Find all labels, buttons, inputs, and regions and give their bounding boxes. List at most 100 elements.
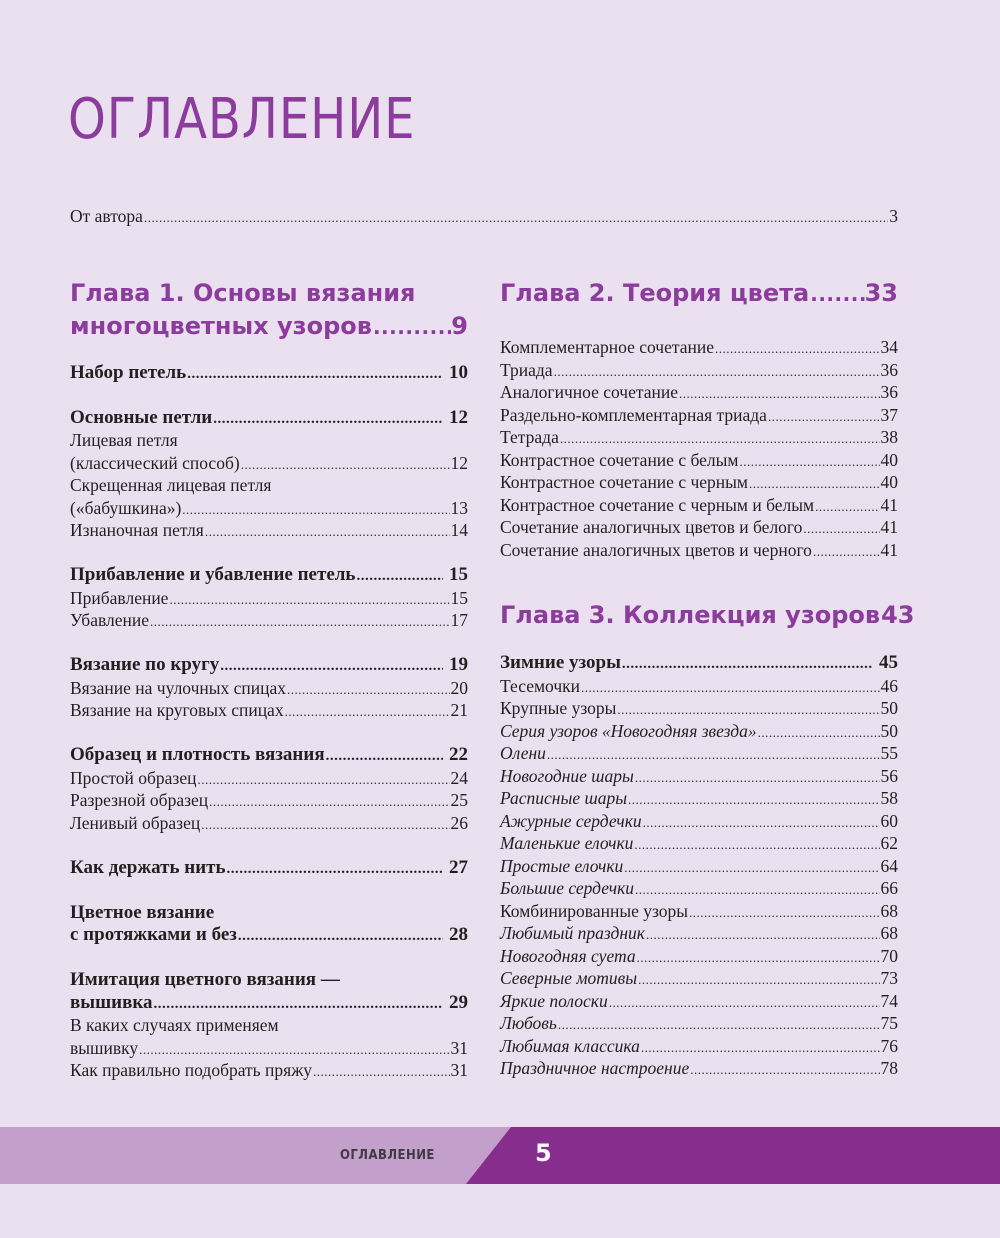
toc-entry[interactable]: Аналогичное сочетание 36 xyxy=(500,381,898,404)
toc-entry[interactable]: Яркие полоски 74 xyxy=(500,990,898,1013)
toc-entry[interactable]: Вязание на чулочных спицах 20 xyxy=(70,677,468,700)
toc-entry[interactable]: Прибавление 15 xyxy=(70,587,468,610)
toc-entry[interactable]: Скрещенная лицевая петля(«бабушкина») 13 xyxy=(70,474,468,519)
entry-page: 66 xyxy=(880,878,899,898)
dot-leader xyxy=(560,428,880,451)
entry-page: 12 xyxy=(449,406,468,428)
toc-entry[interactable]: Ажурные сердечки 60 xyxy=(500,810,898,833)
toc-entry[interactable]: Северные мотивы 73 xyxy=(500,967,898,990)
entry-title: Тесемочки xyxy=(500,675,581,696)
toc-entry[interactable]: Сочетание аналогичных цветов и черного 41 xyxy=(500,539,898,562)
entry-title: Аналогичное сочетание xyxy=(500,382,678,402)
entry-page: 58 xyxy=(880,788,899,808)
toc-group: Как держать нить 27 xyxy=(70,857,468,880)
chapter-1-heading[interactable]: Глава 1. Основы вязания многоцветных узо… xyxy=(70,277,468,343)
toc-entry[interactable]: Контрастное сочетание с белым 40 xyxy=(500,449,898,472)
entry-title: Основные петли xyxy=(70,406,213,428)
entry-line: Ажурные сердечки 60 xyxy=(500,810,898,833)
footer-page-number: 5 xyxy=(535,1139,552,1167)
toc-entry[interactable]: Лицевая петля(классический способ) 12 xyxy=(70,429,468,474)
toc-entry[interactable]: Любимый праздник 68 xyxy=(500,922,898,945)
dot-leader xyxy=(547,744,880,767)
toc-entry[interactable]: Простые елочки 64 xyxy=(500,855,898,878)
toc-entry[interactable]: Убавление 17 xyxy=(70,609,468,632)
toc-entry[interactable]: Маленькие елочки 62 xyxy=(500,832,898,855)
toc-entry[interactable]: Олени 55 xyxy=(500,742,898,765)
toc-entry[interactable]: Любовь 75 xyxy=(500,1012,898,1035)
entry-page: 55 xyxy=(880,743,899,763)
toc-entry[interactable]: Расписные шары 58 xyxy=(500,787,898,810)
toc-entry[interactable]: Простой образец 24 xyxy=(70,767,468,790)
entry-title: Как правильно подобрать пряжу xyxy=(70,1060,313,1080)
entry-title: Убавление xyxy=(70,610,149,630)
dot-leader xyxy=(287,679,449,702)
entry-title: Вязание по кругу xyxy=(70,654,220,675)
toc-entry[interactable]: Сочетание аналогичных цветов и белого 41 xyxy=(500,516,898,539)
toc-entry[interactable]: Новогодние шары 56 xyxy=(500,765,898,788)
entry-title: Маленькие елочки xyxy=(500,833,634,853)
toc-entry[interactable]: Образец и плотность вязания 22 xyxy=(70,744,468,767)
toc-entry[interactable]: Как держать нить 27 xyxy=(70,857,468,880)
chapter-2-heading[interactable]: Глава 2. Теория цвета 33 xyxy=(500,277,898,310)
chapter-3-heading[interactable]: Глава 3. Коллекция узоров 43 xyxy=(500,599,915,632)
entry-line: Любимая классика 76 xyxy=(500,1035,898,1058)
entry-line: Ленивый образец 26 xyxy=(70,812,468,835)
toc-entry[interactable]: Новогодняя суета 70 xyxy=(500,945,898,968)
toc-entry[interactable]: Большие сердечки 66 xyxy=(500,877,898,900)
toc-entry[interactable]: Тетрада 38 xyxy=(500,426,898,449)
chapter-title-line: Глава 1. Основы вязания xyxy=(70,279,416,307)
toc-entry[interactable]: Праздничное настроение 78 xyxy=(500,1057,898,1080)
dot-leader xyxy=(581,677,879,700)
toc-entry[interactable]: Комбинированные узоры 68 xyxy=(500,900,898,923)
toc-entry[interactable]: Триада 36 xyxy=(500,359,898,382)
toc-entry[interactable]: Контрастное сочетание с черным 40 xyxy=(500,471,898,494)
entry-title: Новогодняя суета xyxy=(500,945,636,966)
entry-page: 29 xyxy=(449,991,468,1013)
toc-entry-intro[interactable]: От автора 3 xyxy=(70,205,898,228)
toc-entry[interactable]: Изнаночная петля 14 xyxy=(70,519,468,542)
toc-entry[interactable]: Основные петли 12 xyxy=(70,407,468,430)
dot-leader xyxy=(638,969,879,992)
entry-page: 50 xyxy=(880,698,899,718)
toc-entry[interactable]: Вязание на круговых спицах 21 xyxy=(70,699,468,722)
entry-line: Как правильно подобрать пряжу 31 xyxy=(70,1059,468,1082)
toc-entry[interactable]: Комплементарное сочетание 34 xyxy=(500,336,898,359)
toc-entry[interactable]: Вязание по кругу 19 xyxy=(70,654,468,677)
entry-line: Большие сердечки 66 xyxy=(500,877,898,900)
toc-entry[interactable]: Любимая классика 76 xyxy=(500,1035,898,1058)
toc-entry[interactable]: Серия узоров «Новогодняя звезда» 50 xyxy=(500,720,898,743)
toc-entry[interactable]: Раздельно-комплементарная триада 37 xyxy=(500,404,898,427)
entry-line: Тесемочки 46 xyxy=(500,675,898,698)
entry-line: Изнаночная петля 14 xyxy=(70,519,468,542)
toc-entry[interactable]: Тесемочки 46 xyxy=(500,675,898,698)
dot-leader xyxy=(637,947,880,970)
toc-entry[interactable]: Ленивый образец 26 xyxy=(70,812,468,835)
entry-line: Контрастное сочетание с черным 40 xyxy=(500,471,898,494)
toc-entry[interactable]: Зимние узоры 45 xyxy=(500,652,898,675)
entry-page: 24 xyxy=(450,767,469,788)
dot-leader xyxy=(227,858,443,881)
dot-leader xyxy=(624,857,879,880)
chapter-page: 33 xyxy=(864,279,898,307)
toc-entry[interactable]: Прибавление и убавление петель 15 xyxy=(70,564,468,587)
entry-title-line: Цветное вязание xyxy=(70,902,468,925)
toc-entry[interactable]: Как правильно подобрать пряжу 31 xyxy=(70,1059,468,1082)
toc-entry[interactable]: Набор петель 10 xyxy=(70,362,468,385)
entry-page: 68 xyxy=(880,923,899,943)
entry-page: 26 xyxy=(450,812,469,833)
entry-line: Крупные узоры 50 xyxy=(500,697,898,720)
entry-page: 25 xyxy=(450,790,469,810)
entry-page: 73 xyxy=(880,968,899,988)
toc-entry[interactable]: Разрезной образец 25 xyxy=(70,789,468,812)
dot-leader xyxy=(150,611,450,634)
dot-leader xyxy=(356,565,443,588)
toc-entry[interactable]: Крупные узоры 50 xyxy=(500,697,898,720)
dot-leader xyxy=(609,992,880,1015)
toc-left-column: Глава 1. Основы вязания многоцветных узо… xyxy=(70,277,468,1082)
toc-entry[interactable]: Имитация цветного вязания —вышивка 29 xyxy=(70,969,468,1014)
entry-title-line: Имитация цветного вязания — xyxy=(70,969,468,992)
toc-entry[interactable]: Контрастное сочетание с черным и белым 41 xyxy=(500,494,898,517)
